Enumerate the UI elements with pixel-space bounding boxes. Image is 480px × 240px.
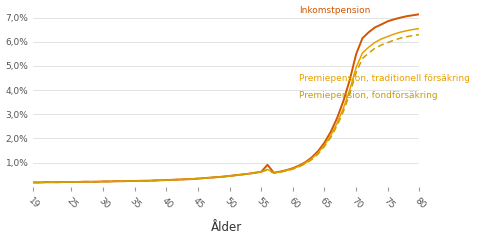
Text: Premiepension, traditionell försäkring: Premiepension, traditionell försäkring [299, 74, 470, 83]
Text: Inkomstpension: Inkomstpension [299, 6, 371, 15]
X-axis label: Ålder: Ålder [211, 222, 242, 234]
Text: Premiepension, fondförsäkring: Premiepension, fondförsäkring [299, 91, 438, 100]
